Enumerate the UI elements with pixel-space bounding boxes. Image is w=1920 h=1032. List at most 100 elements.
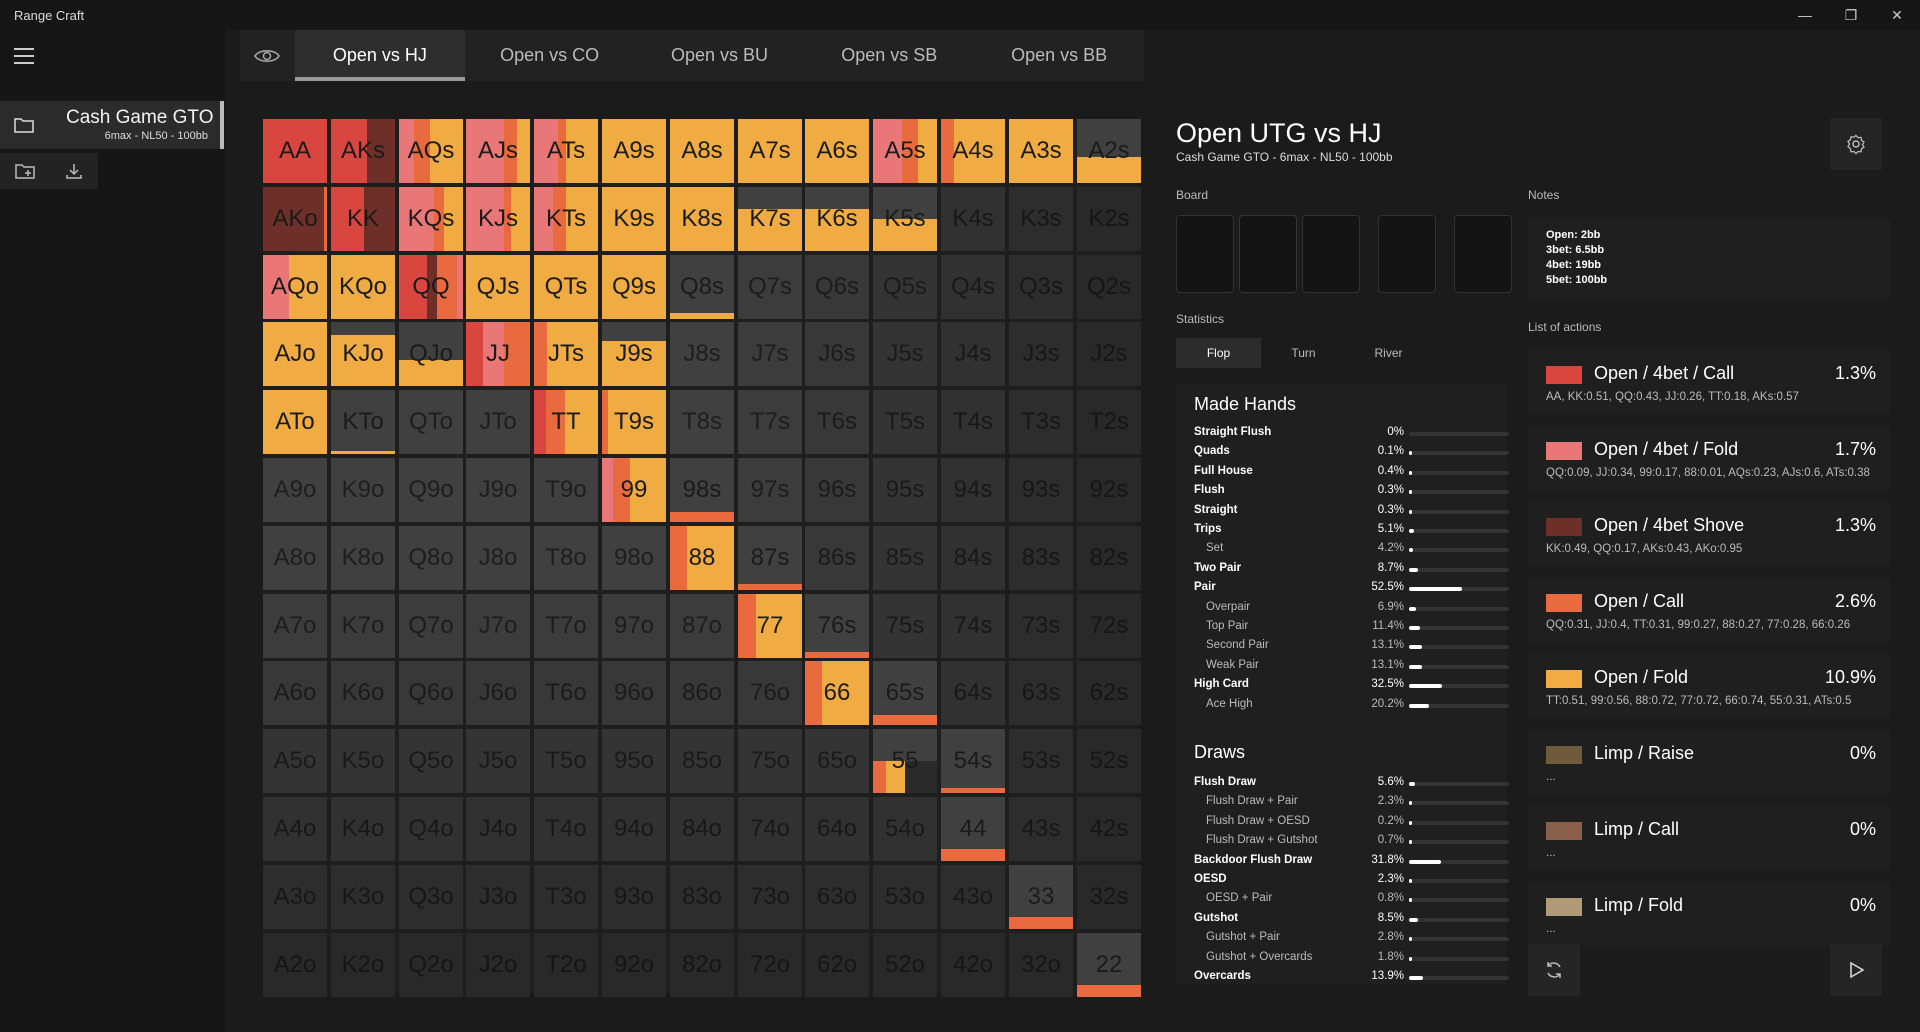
hand-cell-33[interactable]: 33	[1009, 865, 1073, 929]
hand-cell-KTo[interactable]: KTo	[331, 390, 395, 454]
hand-cell-99[interactable]: 99	[602, 458, 666, 522]
hand-cell-64o[interactable]: 64o	[805, 797, 869, 861]
hand-cell-Q8s[interactable]: Q8s	[670, 255, 734, 319]
hand-cell-42o[interactable]: 42o	[941, 933, 1005, 997]
tab-flop[interactable]: Flop	[1176, 338, 1261, 368]
hand-cell-84o[interactable]: 84o	[670, 797, 734, 861]
action-color-swatch[interactable]	[1546, 746, 1582, 764]
hand-cell-Q7s[interactable]: Q7s	[738, 255, 802, 319]
hand-cell-A4o[interactable]: A4o	[263, 797, 327, 861]
hand-cell-A6s[interactable]: A6s	[805, 119, 869, 183]
hand-cell-QTo[interactable]: QTo	[399, 390, 463, 454]
hand-cell-43o[interactable]: 43o	[941, 865, 1005, 929]
hand-cell-Q4o[interactable]: Q4o	[399, 797, 463, 861]
hand-cell-J5o[interactable]: J5o	[466, 729, 530, 793]
hand-cell-Q2o[interactable]: Q2o	[399, 933, 463, 997]
hand-cell-J3s[interactable]: J3s	[1009, 322, 1073, 386]
hand-cell-T6o[interactable]: T6o	[534, 661, 598, 725]
hand-cell-85o[interactable]: 85o	[670, 729, 734, 793]
hand-cell-Q2s[interactable]: Q2s	[1077, 255, 1141, 319]
hand-cell-Q3o[interactable]: Q3o	[399, 865, 463, 929]
hand-cell-J6o[interactable]: J6o	[466, 661, 530, 725]
hand-cell-T9o[interactable]: T9o	[534, 458, 598, 522]
hand-cell-QQ[interactable]: QQ	[399, 255, 463, 319]
hand-cell-52o[interactable]: 52o	[873, 933, 937, 997]
hand-cell-J4o[interactable]: J4o	[466, 797, 530, 861]
hand-cell-75s[interactable]: 75s	[873, 594, 937, 658]
hand-cell-J2s[interactable]: J2s	[1077, 322, 1141, 386]
hand-cell-75o[interactable]: 75o	[738, 729, 802, 793]
hand-cell-JTs[interactable]: JTs	[534, 322, 598, 386]
tab-open-vs-bu[interactable]: Open vs BU	[670, 45, 768, 65]
hand-cell-T4o[interactable]: T4o	[534, 797, 598, 861]
hand-cell-53s[interactable]: 53s	[1009, 729, 1073, 793]
hand-cell-52s[interactable]: 52s	[1077, 729, 1141, 793]
action-color-swatch[interactable]	[1546, 518, 1582, 536]
hand-cell-K4o[interactable]: K4o	[331, 797, 395, 861]
hand-cell-T5s[interactable]: T5s	[873, 390, 937, 454]
hand-cell-97o[interactable]: 97o	[602, 594, 666, 658]
hand-cell-95o[interactable]: 95o	[602, 729, 666, 793]
action-item[interactable]: Open / Call 2.6% QQ:0.31, JJ:0.4, TT:0.31,…	[1528, 577, 1890, 643]
action-color-swatch[interactable]	[1546, 822, 1582, 840]
hand-cell-J7s[interactable]: J7s	[738, 322, 802, 386]
hand-cell-QTs[interactable]: QTs	[534, 255, 598, 319]
hand-cell-K4s[interactable]: K4s	[941, 187, 1005, 251]
sidebar-item-range[interactable]: Cash Game GTO 6max - NL50 - 100bb	[0, 101, 224, 149]
hand-cell-AQo[interactable]: AQo	[263, 255, 327, 319]
notes-box[interactable]: Open: 2bb 3bet: 6.5bb 4bet: 19bb 5bet: 1…	[1528, 218, 1890, 298]
hand-cell-K8o[interactable]: K8o	[331, 526, 395, 590]
hand-cell-Q8o[interactable]: Q8o	[399, 526, 463, 590]
tab-open-vs-bb[interactable]: Open vs BB	[1011, 45, 1108, 65]
hand-cell-TT[interactable]: TT	[534, 390, 598, 454]
hand-cell-Q3s[interactable]: Q3s	[1009, 255, 1073, 319]
hand-cell-J8s[interactable]: J8s	[670, 322, 734, 386]
board-card-river[interactable]	[1454, 215, 1512, 293]
hand-cell-K8s[interactable]: K8s	[670, 187, 734, 251]
menu-icon[interactable]	[14, 48, 34, 64]
hand-cell-87o[interactable]: 87o	[670, 594, 734, 658]
hand-cell-77[interactable]: 77	[738, 594, 802, 658]
hand-cell-A8s[interactable]: A8s	[670, 119, 734, 183]
hand-cell-K9o[interactable]: K9o	[331, 458, 395, 522]
hand-cell-86o[interactable]: 86o	[670, 661, 734, 725]
hand-cell-QJo[interactable]: QJo	[399, 322, 463, 386]
action-color-swatch[interactable]	[1546, 594, 1582, 612]
hand-cell-82s[interactable]: 82s	[1077, 526, 1141, 590]
hand-cell-63o[interactable]: 63o	[805, 865, 869, 929]
hand-cell-32s[interactable]: 32s	[1077, 865, 1141, 929]
hand-cell-76s[interactable]: 76s	[805, 594, 869, 658]
hand-cell-T7o[interactable]: T7o	[534, 594, 598, 658]
hand-cell-JJ[interactable]: JJ	[466, 322, 530, 386]
hand-cell-K6s[interactable]: K6s	[805, 187, 869, 251]
close-icon[interactable]: ✕	[1891, 6, 1903, 23]
action-item[interactable]: Limp / Raise 0%...	[1528, 729, 1890, 795]
hand-cell-54o[interactable]: 54o	[873, 797, 937, 861]
hand-cell-95s[interactable]: 95s	[873, 458, 937, 522]
hand-cell-98o[interactable]: 98o	[602, 526, 666, 590]
hand-cell-T3o[interactable]: T3o	[534, 865, 598, 929]
action-item[interactable]: Limp / Fold 0%...	[1528, 881, 1890, 947]
hand-cell-Q7o[interactable]: Q7o	[399, 594, 463, 658]
hand-cell-85s[interactable]: 85s	[873, 526, 937, 590]
hand-cell-KK[interactable]: KK	[331, 187, 395, 251]
refresh-button[interactable]	[1528, 944, 1580, 996]
hand-cell-K9s[interactable]: K9s	[602, 187, 666, 251]
hand-cell-KQo[interactable]: KQo	[331, 255, 395, 319]
hand-cell-73o[interactable]: 73o	[738, 865, 802, 929]
download-icon[interactable]	[49, 162, 98, 180]
hand-cell-92o[interactable]: 92o	[602, 933, 666, 997]
hand-cell-64s[interactable]: 64s	[941, 661, 1005, 725]
hand-cell-62o[interactable]: 62o	[805, 933, 869, 997]
action-color-swatch[interactable]	[1546, 442, 1582, 460]
hand-cell-43s[interactable]: 43s	[1009, 797, 1073, 861]
hand-cell-32o[interactable]: 32o	[1009, 933, 1073, 997]
hand-cell-AQs[interactable]: AQs	[399, 119, 463, 183]
hand-cell-55[interactable]: 55	[873, 729, 937, 793]
hand-cell-T8s[interactable]: T8s	[670, 390, 734, 454]
hand-cell-53o[interactable]: 53o	[873, 865, 937, 929]
hand-cell-87s[interactable]: 87s	[738, 526, 802, 590]
action-item[interactable]: Open / Fold 10.9% TT:0.51, 99:0.56, 88:0.7…	[1528, 653, 1890, 719]
hand-cell-94s[interactable]: 94s	[941, 458, 1005, 522]
board-card-3[interactable]	[1302, 215, 1360, 293]
